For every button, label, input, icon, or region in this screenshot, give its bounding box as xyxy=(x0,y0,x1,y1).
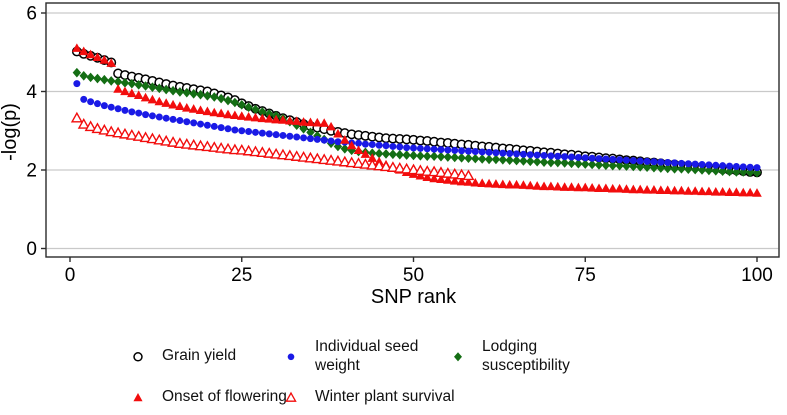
grain-yield-open-circle-icon xyxy=(127,347,149,365)
legend-item-onset-of-flowering: Onset of flowering xyxy=(127,387,287,406)
plot-panel xyxy=(46,3,779,257)
y-tick-label-2: 2 xyxy=(26,161,37,182)
y-axis-title: -log(p) xyxy=(0,103,21,161)
seed-weight-filled-circle-icon xyxy=(280,347,302,365)
series-winter-plant-survival xyxy=(70,111,475,181)
x-axis-title: SNP rank xyxy=(371,286,457,308)
legend-label-winter-plant-survival: Winter plant survival xyxy=(315,388,455,405)
legend-label-individual-seed-weight: Individual seed weight xyxy=(315,338,419,374)
panel-border xyxy=(45,2,780,258)
flowering-filled-triangle-icon xyxy=(127,388,149,406)
legend-label-grain-yield: Grain yield xyxy=(162,347,237,364)
winter-survival-open-triangle-icon xyxy=(280,388,302,406)
y-tick-label-0: 0 xyxy=(26,239,37,260)
y-tick-label-6: 6 xyxy=(26,4,37,25)
legend-label-lodging-susceptibility: Lodging susceptibility xyxy=(482,338,570,374)
x-tick-label-75: 75 xyxy=(575,265,596,286)
series-individual-seed-weight xyxy=(73,80,761,172)
legend-item-lodging-susceptibility: Lodging susceptibility xyxy=(447,337,570,375)
x-tick-label-0: 0 xyxy=(65,265,76,286)
legend-item-individual-seed-weight: Individual seed weight xyxy=(280,337,418,375)
x-tick-label-100: 100 xyxy=(741,265,773,286)
legend-label-onset-of-flowering: Onset of flowering xyxy=(162,388,287,405)
lodging-filled-diamond-icon xyxy=(447,347,469,365)
legend-item-winter-plant-survival: Winter plant survival xyxy=(280,387,455,406)
legend-item-grain-yield: Grain yield xyxy=(127,346,236,365)
snp-rank-scatter-plot: 0 2 4 6 0 25 50 75 100 SNP rank -log(p) xyxy=(0,2,780,308)
x-tick-label-25: 25 xyxy=(231,265,252,286)
x-tick-label-50: 50 xyxy=(403,265,424,286)
y-tick-label-4: 4 xyxy=(26,82,37,103)
